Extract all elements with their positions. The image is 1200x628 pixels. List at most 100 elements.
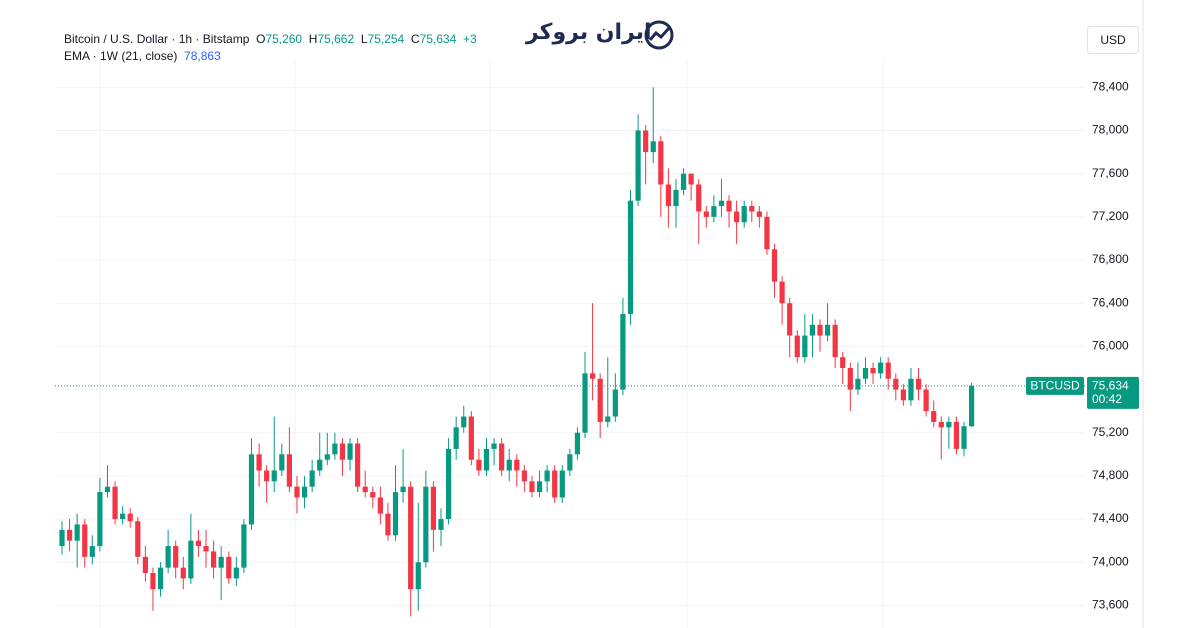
candle-body <box>718 200 725 207</box>
candle-body <box>544 470 550 482</box>
candle-body <box>157 567 164 590</box>
candle-body <box>923 389 929 412</box>
candle-body <box>802 335 808 358</box>
currency-button[interactable]: USD <box>1087 26 1139 54</box>
candle-body <box>900 389 906 401</box>
indicator-name: EMA · 1W (21, close) <box>64 49 178 63</box>
candle-body <box>271 470 277 482</box>
low-value: 75,254 <box>367 32 405 46</box>
l-label: L <box>360 32 368 46</box>
candle-body <box>536 481 543 493</box>
candle-body <box>756 211 762 217</box>
candle-body <box>339 443 346 460</box>
candle-body <box>135 521 141 557</box>
candle-body <box>559 470 565 498</box>
candle-body <box>658 141 664 185</box>
y-tick-label: 74,800 <box>1092 468 1129 482</box>
candle-body <box>483 448 490 471</box>
o-label: O <box>256 32 266 46</box>
candle-body <box>726 200 732 212</box>
candle-body <box>400 486 406 493</box>
candle-body <box>430 486 437 530</box>
candle-body <box>529 481 535 493</box>
candle-body <box>408 486 414 590</box>
candle-body <box>612 389 618 417</box>
candle-body <box>324 454 330 460</box>
candle-body <box>787 303 793 336</box>
candle-body <box>165 546 171 568</box>
candle-body <box>506 459 512 471</box>
candle-body <box>711 206 717 217</box>
y-tick-label: 76,400 <box>1092 295 1129 309</box>
candle-body <box>97 492 103 547</box>
c-label: C <box>410 32 420 46</box>
change: +3 <box>462 32 477 46</box>
candle-body <box>370 492 376 498</box>
candle-body <box>514 459 520 471</box>
candle-body <box>915 378 922 390</box>
candle-body <box>734 211 740 223</box>
candle-body <box>82 524 88 557</box>
candle-body <box>248 454 255 525</box>
candle-body <box>127 513 133 522</box>
candle-body <box>938 421 944 428</box>
header: Bitcoin / U.S. Dollar · 1h · Bitstamp O 7… <box>64 32 477 46</box>
candle-body <box>878 362 884 374</box>
candle-body <box>112 486 118 520</box>
candle-body <box>643 130 649 153</box>
high-value: 75,662 <box>317 32 355 46</box>
symbol: Bitcoin / U.S. Dollar · 1h · Bitstamp <box>64 32 250 46</box>
candle-body <box>226 556 232 579</box>
candle-body <box>847 367 853 390</box>
y-tick-label: 78,000 <box>1092 123 1129 137</box>
candle-body <box>680 173 687 190</box>
candle-body <box>241 524 247 568</box>
candle-body <box>605 416 611 422</box>
candle-body <box>650 141 656 153</box>
symbol-tag <box>1026 376 1084 395</box>
candle-body <box>188 540 194 579</box>
candle-body <box>908 378 914 401</box>
candle-body <box>491 443 497 449</box>
candle-body <box>66 529 73 541</box>
y-tick-label: 74,400 <box>1092 511 1129 525</box>
y-tick-label: 77,200 <box>1092 209 1129 223</box>
candle-body <box>961 426 967 449</box>
candle-body <box>150 573 156 590</box>
candle-body <box>301 486 308 498</box>
candle-body <box>885 362 891 379</box>
candle-body <box>89 546 95 557</box>
y-tick-label: 76,000 <box>1092 339 1129 353</box>
candle-body <box>317 459 323 471</box>
close-value: 75,634 <box>419 32 457 46</box>
candle-body <box>377 497 383 514</box>
candle-body <box>521 470 527 482</box>
candle-body <box>385 513 391 536</box>
time-grid <box>99 60 884 628</box>
candle-body <box>824 324 831 336</box>
candle-body <box>771 249 778 282</box>
logo: ایران بروکر <box>526 14 696 54</box>
candle-body <box>499 443 505 471</box>
candle-body <box>309 470 315 487</box>
candle-body <box>764 216 770 250</box>
candle-body <box>749 206 755 212</box>
candle-body <box>635 130 641 201</box>
candle-body <box>703 211 709 217</box>
candle-body <box>347 443 353 460</box>
candle-body <box>468 416 474 460</box>
candle-body <box>438 519 444 530</box>
y-tick-label: 76,800 <box>1092 252 1129 266</box>
candle-body <box>809 324 816 336</box>
candle-body <box>620 314 626 390</box>
symbol-tag-text: BTCUSD <box>1030 379 1080 393</box>
candle-body <box>893 378 899 390</box>
candle-body <box>74 524 80 541</box>
indicator: EMA · 1W (21, close) 78,863 <box>64 49 221 63</box>
candle-body <box>286 454 292 487</box>
price-tag-countdown: 00:42 <box>1092 392 1122 406</box>
h-label: H <box>308 32 318 46</box>
candle-body <box>423 486 429 563</box>
candle-body <box>741 206 747 223</box>
